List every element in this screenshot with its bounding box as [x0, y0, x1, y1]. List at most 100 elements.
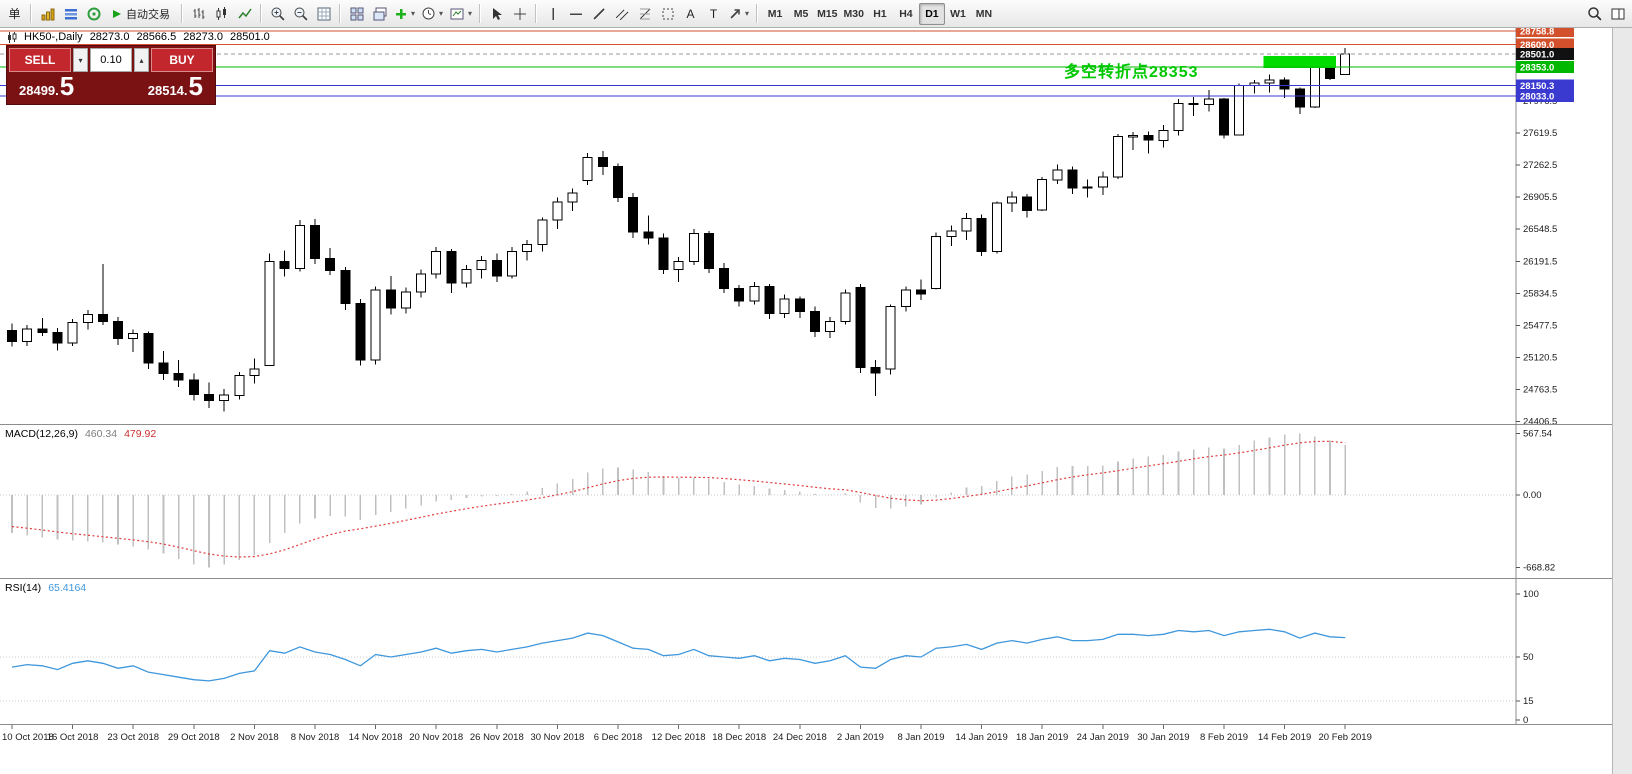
svg-text:28609.0: 28609.0 [1520, 40, 1554, 51]
lot-size-input[interactable] [90, 48, 132, 72]
buy-button[interactable]: BUY [151, 48, 213, 72]
timeframe-d1-button[interactable]: D1 [918, 2, 945, 25]
arrows-tool-button[interactable] [725, 3, 752, 25]
zoom-out-button[interactable] [289, 3, 312, 25]
autotrading-button[interactable]: 自动交易 [105, 3, 177, 25]
macd-name: MACD(12,26,9) [5, 428, 78, 440]
add-indicator-button[interactable] [391, 3, 418, 25]
layout-button[interactable] [1606, 3, 1629, 25]
svg-text:24763.5: 24763.5 [1523, 385, 1557, 396]
svg-text:2 Nov 2018: 2 Nov 2018 [230, 732, 279, 743]
timeframe-h1-button[interactable]: H1 [867, 3, 893, 25]
buy-price: 28514. 5 [147, 73, 203, 99]
zoom-in-icon [271, 7, 285, 21]
svg-text:28758.8: 28758.8 [1520, 28, 1554, 37]
timeframe-m15-button[interactable]: M15 [814, 3, 840, 25]
timeframe-m5-button[interactable]: M5 [788, 3, 814, 25]
window-right-strip [1612, 28, 1632, 774]
horizontal-line-tool-button[interactable] [564, 3, 587, 25]
timeframe-mn-button[interactable]: MN [971, 3, 997, 25]
rsi-name: RSI(14) [5, 582, 42, 594]
zoom-in-button[interactable] [266, 3, 289, 25]
one-click-top-row: SELL BUY [9, 48, 213, 72]
chart-close-value: 28501.0 [229, 31, 270, 43]
macd-main-value: 460.34 [84, 428, 118, 440]
sell-price-pip: 5 [59, 71, 75, 101]
layout-icon [1611, 8, 1624, 19]
svg-text:0: 0 [1523, 715, 1528, 724]
data-window-button[interactable] [59, 3, 82, 25]
svg-text:10 Oct 2018: 10 Oct 2018 [2, 732, 54, 743]
toolbar-separator [30, 4, 32, 23]
toolbar-separator [479, 4, 482, 23]
timeframe-m30-button[interactable]: M30 [841, 3, 867, 25]
svg-text:14 Feb 2019: 14 Feb 2019 [1258, 732, 1311, 743]
chart-low-value: 28273.0 [183, 31, 223, 43]
market-watch-icon [41, 8, 54, 20]
line-chart-icon [237, 8, 252, 18]
bar-chart-icon [193, 7, 204, 19]
vertical-line-tool-button[interactable] [541, 3, 564, 25]
buy-price-main: 28514. [147, 82, 188, 98]
cursor-tool-button[interactable] [485, 3, 508, 25]
toolbar-separator [260, 4, 262, 23]
new-order-button[interactable]: 单 [3, 3, 26, 25]
svg-text:14 Jan 2019: 14 Jan 2019 [955, 732, 1007, 743]
market-watch-button[interactable] [36, 3, 59, 25]
svg-text:26548.5: 26548.5 [1523, 224, 1557, 235]
line-chart-button[interactable] [233, 3, 256, 25]
channel-tool-button[interactable] [610, 3, 633, 25]
cascade-windows-button[interactable] [368, 3, 391, 25]
svg-text:567.54: 567.54 [1523, 428, 1552, 439]
main-toolbar: 单 自动交易 A T M1 M5 M15 M [0, 0, 1632, 28]
cursor-icon [492, 7, 502, 20]
tile-windows-button[interactable] [345, 3, 368, 25]
timeframes-menu-button[interactable] [418, 3, 446, 25]
text-tool-button[interactable]: A [679, 3, 702, 25]
trendline-tool-button[interactable] [587, 3, 610, 25]
channel-icon [615, 9, 628, 20]
autotrading-label: 自动交易 [126, 8, 170, 21]
rsi-panel-canvas[interactable]: 100 50 15 0 [0, 578, 1612, 724]
timeframe-h4-button[interactable]: H4 [893, 3, 919, 25]
shapes-tool-button[interactable] [656, 3, 679, 25]
lot-decrease-button[interactable] [73, 48, 88, 72]
rsi-value: 65.4164 [48, 582, 87, 594]
fibonacci-icon [639, 8, 650, 19]
svg-text:30 Jan 2019: 30 Jan 2019 [1137, 732, 1189, 743]
timeframe-w1-button[interactable]: W1 [945, 3, 971, 25]
sell-button[interactable]: SELL [9, 48, 71, 72]
arrow-tool-icon [730, 8, 740, 19]
svg-text:23 Oct 2018: 23 Oct 2018 [107, 732, 159, 743]
clock-icon [422, 7, 435, 20]
svg-text:20 Nov 2018: 20 Nov 2018 [409, 732, 463, 743]
bar-chart-button[interactable] [187, 3, 210, 25]
fibonacci-tool-button[interactable] [633, 3, 656, 25]
macd-panel-canvas[interactable]: 567.54 0.00 -668.82 [0, 424, 1612, 578]
svg-text:26191.5: 26191.5 [1523, 256, 1557, 267]
timeframe-m1-button[interactable]: M1 [762, 3, 788, 25]
svg-text:24406.5: 24406.5 [1523, 417, 1557, 424]
shapes-icon [662, 8, 674, 19]
svg-text:12 Dec 2018: 12 Dec 2018 [652, 732, 706, 743]
svg-text:18 Dec 2018: 18 Dec 2018 [712, 732, 766, 743]
crosshair-tool-button[interactable] [508, 3, 531, 25]
template-icon [450, 8, 464, 19]
svg-text:25834.5: 25834.5 [1523, 288, 1557, 299]
tile-windows-icon [350, 7, 363, 20]
grid-toggle-button[interactable] [312, 3, 335, 25]
chart-title-icon [8, 31, 17, 43]
one-click-trading-panel: SELL BUY 28499.5 28514.5 [6, 45, 216, 105]
label-tool-button[interactable]: T [702, 3, 725, 25]
svg-text:26 Nov 2018: 26 Nov 2018 [470, 732, 524, 743]
autotrading-play-icon [113, 9, 121, 18]
templates-button[interactable] [446, 3, 475, 25]
lot-increase-button[interactable] [134, 48, 149, 72]
price-chart-canvas[interactable]: 27976.527619.527262.526905.526548.526191… [0, 28, 1612, 424]
svg-text:15: 15 [1523, 696, 1534, 707]
candlestick-chart-button[interactable] [210, 3, 233, 25]
navigator-button[interactable] [82, 3, 105, 25]
svg-text:6 Dec 2018: 6 Dec 2018 [594, 732, 643, 743]
search-button[interactable] [1583, 3, 1606, 25]
